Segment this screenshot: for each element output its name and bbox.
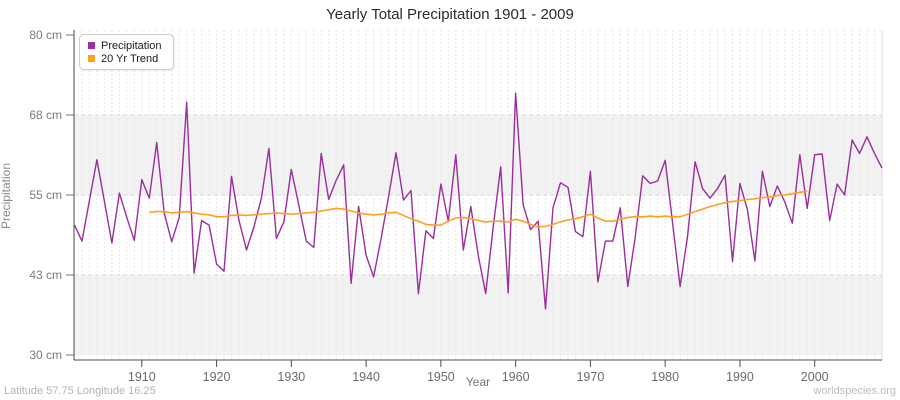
legend-label-precipitation: Precipitation [101,39,162,52]
precipitation-line [73,92,883,310]
trend-swatch-icon [88,55,95,62]
trend-line [149,190,808,228]
y-tick-label: 68 cm [29,108,62,122]
legend-item-precipitation: Precipitation [88,39,162,52]
x-tick-label: 1950 [427,370,455,384]
y-tick-label: 80 cm [29,28,62,42]
x-tick-label: 1920 [203,370,231,384]
x-tick-label: 1970 [576,370,604,384]
x-tick-label: 1980 [651,370,679,384]
y-axis-title: Precipitation [0,162,13,230]
coordinates-label: Latitude 57.75 Longitude 16.25 [4,385,156,397]
watermark-label: worldspecies.org [813,385,896,397]
x-tick-label: 1910 [128,370,156,384]
x-tick-label: 1930 [277,370,305,384]
legend-label-trend: 20 Yr Trend [101,52,159,65]
x-axis-title: Year [465,375,491,389]
precipitation-swatch-icon [88,42,95,49]
x-tick-label: 1990 [726,370,754,384]
y-tick-label: 43 cm [29,268,62,282]
y-tick-label: 55 cm [29,188,62,202]
legend: Precipitation 20 Yr Trend [79,34,174,70]
x-tick-label: 2000 [801,370,829,384]
x-tick-label: 1960 [502,370,530,384]
legend-item-trend: 20 Yr Trend [88,52,162,65]
chart-title: Yearly Total Precipitation 1901 - 2009 [326,6,574,23]
x-tick-label: 1940 [352,370,380,384]
y-tick-label: 30 cm [29,348,62,362]
